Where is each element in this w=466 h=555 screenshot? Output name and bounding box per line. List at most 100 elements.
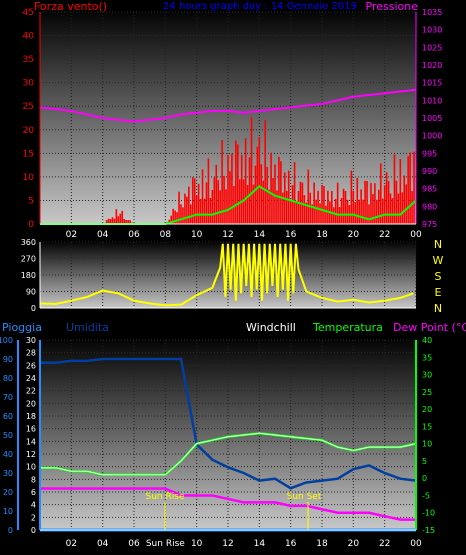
rain-tick-label: 10 (26, 463, 36, 472)
legend-windchill: Windchill (246, 321, 296, 334)
temperature-tick-label: 35 (422, 353, 432, 362)
x-tick-label-bottom: 10 (191, 539, 203, 549)
wind-tick-label: 5 (28, 196, 34, 206)
pressure-tick-label: 995 (422, 149, 437, 158)
pressure-tick-label: 980 (422, 202, 437, 211)
x-tick-label-bottom: 12 (222, 539, 233, 549)
humidity-tick-label: 20 (3, 488, 13, 497)
x-tick-label-bottom: Sun Rise (146, 539, 185, 549)
x-tick-label-top: 20 (348, 230, 360, 240)
wind-tick-label: 0 (28, 220, 34, 230)
legend-pioggia: Pioggia (2, 321, 42, 334)
pressure-tick-label: 1035 (422, 8, 442, 17)
chart-marks (39, 88, 417, 532)
rain-tick-label: 12 (26, 450, 36, 459)
rain-tick-label: 26 (26, 361, 36, 370)
chart-title: 24 hours graph day : 14 Gennaio 2019 (163, 1, 357, 12)
compass-n-bottom: N (434, 302, 442, 315)
wind-tick-label: 20 (23, 126, 35, 136)
temperature-tick-label: 30 (422, 371, 432, 380)
temperature-tick-label: 40 (422, 336, 432, 345)
wind-axis-label: Forza vento() (34, 0, 107, 13)
rain-tick-label: 0 (31, 526, 36, 535)
humidity-tick-label: 80 (3, 374, 13, 383)
temperature-tick-label: 20 (422, 405, 432, 414)
direction-tick-label: 90 (26, 288, 36, 297)
x-tick-label-top: 06 (128, 230, 140, 240)
pressure-tick-label: 1000 (422, 132, 442, 141)
x-tick-label-top: 14 (254, 230, 266, 240)
wind-tick-label: 35 (23, 55, 34, 65)
wind-tick-label: 40 (23, 32, 35, 42)
x-tick-label-top: 22 (379, 230, 390, 240)
x-tick-label-bottom: 16 (285, 539, 297, 549)
legend-dewpoint: Dew Point (°C) (393, 321, 466, 334)
x-tick-label-bottom: 06 (128, 539, 140, 549)
x-tick-label-bottom: 14 (254, 539, 266, 549)
wind-tick-label: 30 (23, 79, 35, 89)
x-tick-label-top: 18 (316, 230, 328, 240)
pressure-tick-label: 990 (422, 167, 437, 176)
legend-umidita: Umidita (66, 321, 109, 334)
rain-tick-label: 8 (31, 475, 36, 484)
x-tick-label-bottom: 18 (316, 539, 328, 549)
legend-temperatura: Temperatura (312, 321, 383, 334)
pressure-tick-label: 1025 (422, 43, 442, 52)
temperature-tick-label: 0 (422, 474, 427, 483)
pressure-axis-label: Pressione (366, 0, 419, 13)
grid-lines (40, 11, 417, 531)
rain-tick-label: 4 (31, 501, 36, 510)
sunset-label: Sun Set (287, 492, 322, 502)
pressure-tick-label: 1005 (422, 114, 442, 123)
temperature-tick-label: 15 (422, 422, 432, 431)
humidity-tick-label: 0 (8, 526, 13, 535)
compass-s: S (435, 270, 442, 283)
pressure-tick-label: 1015 (422, 79, 442, 88)
pressure-line (39, 88, 417, 123)
x-tick-label-bottom: 20 (348, 539, 360, 549)
x-tick-label-top: 10 (191, 230, 203, 240)
humidity-tick-label: 50 (3, 431, 13, 440)
rain-tick-label: 30 (26, 336, 36, 345)
direction-tick-label: 360 (21, 238, 36, 247)
x-tick-label-top: 00 (410, 230, 422, 240)
temperature-tick-label: 25 (422, 388, 432, 397)
temperature-tick-label: -15 (422, 526, 435, 535)
wind-tick-label: 10 (23, 173, 35, 183)
x-tick-label-bottom: 22 (379, 539, 390, 549)
wind-tick-label: 15 (23, 149, 34, 159)
temperature-tick-label: -5 (422, 491, 430, 500)
rain-tick-label: 14 (26, 437, 36, 446)
direction-tick-label: 0 (31, 304, 36, 313)
compass-e: E (435, 286, 442, 299)
rain-tick-label: 6 (31, 488, 36, 497)
temperature-tick-label: 5 (422, 457, 427, 466)
rain-tick-label: 18 (26, 412, 36, 421)
humidity-line (40, 357, 417, 490)
rain-tick-label: 16 (26, 425, 36, 434)
wind-tick-label: 25 (23, 102, 34, 112)
humidity-tick-label: 90 (3, 355, 13, 364)
rain-tick-label: 2 (31, 513, 36, 522)
pressure-tick-label: 1030 (422, 26, 442, 35)
rain-tick-label: 22 (26, 387, 36, 396)
compass-n-top: N (434, 238, 442, 251)
humidity-tick-label: 100 (0, 336, 13, 345)
pressure-tick-label: 1020 (422, 61, 442, 70)
humidity-tick-label: 70 (3, 393, 13, 402)
wind-tick-label: 45 (23, 8, 34, 18)
x-tick-label-top: 12 (222, 230, 233, 240)
x-tick-label-bottom: 00 (410, 539, 422, 549)
x-tick-label-bottom: 04 (97, 539, 109, 549)
bottom-plot-area (40, 340, 416, 530)
humidity-tick-label: 60 (3, 412, 13, 421)
x-tick-label-top: 16 (285, 230, 297, 240)
rain-tick-label: 24 (26, 374, 36, 383)
humidity-tick-label: 10 (3, 507, 13, 516)
temperature-tick-label: 10 (422, 440, 432, 449)
x-tick-label-top: 04 (97, 230, 109, 240)
direction-tick-label: 270 (21, 255, 36, 264)
pressure-tick-label: 985 (422, 185, 437, 194)
